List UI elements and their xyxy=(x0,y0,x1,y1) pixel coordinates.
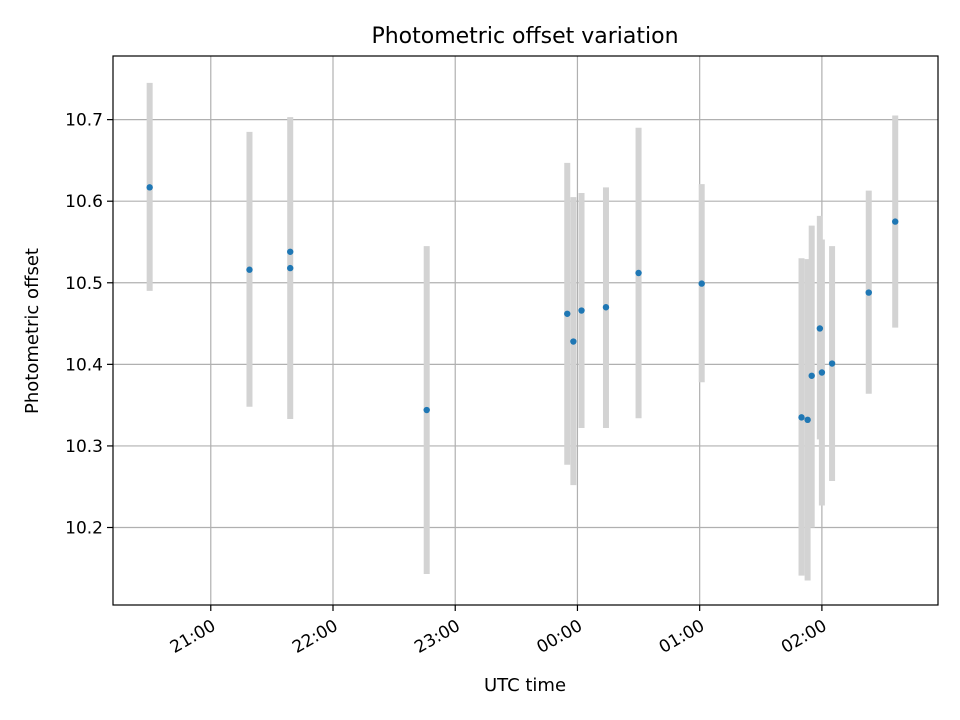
y-tick-label: 10.4 xyxy=(65,355,103,375)
chart-title: Photometric offset variation xyxy=(371,24,678,49)
data-point xyxy=(798,414,805,421)
data-point xyxy=(287,248,294,255)
data-point xyxy=(635,269,642,277)
data-point xyxy=(865,289,872,296)
y-tick-label: 10.6 xyxy=(65,192,103,212)
data-point xyxy=(423,406,430,414)
plot-frame xyxy=(112,55,939,606)
data-point xyxy=(570,338,577,345)
y-tick-label: 10.2 xyxy=(65,519,103,539)
data-point xyxy=(698,280,705,287)
data-point xyxy=(816,325,824,332)
y-tick-label: 10.7 xyxy=(65,111,103,131)
data-point xyxy=(804,416,811,424)
data-points xyxy=(146,184,899,424)
data-point xyxy=(578,307,585,314)
data-point xyxy=(246,266,253,273)
data-point xyxy=(602,304,610,311)
y-axis-ticks: 10.2 10.3 10.4 10.5 10.6 10.7 xyxy=(65,111,113,539)
data-point xyxy=(892,218,899,225)
x-axis-label: UTC time xyxy=(484,675,566,696)
data-point xyxy=(146,184,153,191)
data-point xyxy=(828,360,836,367)
data-point xyxy=(818,369,826,376)
y-axis-label: Photometric offset xyxy=(22,248,43,414)
data-point xyxy=(287,264,294,272)
y-tick-label: 10.3 xyxy=(65,437,103,457)
data-point xyxy=(564,310,571,317)
y-tick-label: 10.5 xyxy=(65,274,103,294)
data-point xyxy=(808,372,815,379)
